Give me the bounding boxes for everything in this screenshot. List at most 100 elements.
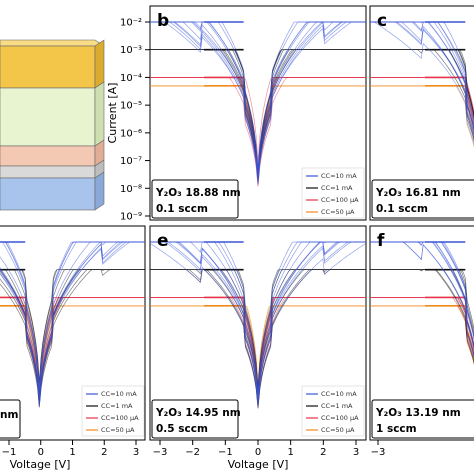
y-tick-label-b: 10⁻²	[120, 18, 142, 29]
legend-label-50uA-d: CC=50 μA	[101, 426, 135, 434]
x-tick-label: 3	[353, 447, 359, 458]
x-ticks-d: −1 0 1 2 3	[2, 440, 139, 458]
layer-3	[0, 145, 96, 167]
info-material-f: Y₂O₃ 13.19 nm	[375, 407, 461, 419]
info-box-frame-c	[371, 179, 474, 219]
info-box-f: Y₂O₃ 13.19 nm 1 sccm	[371, 399, 474, 439]
panel-f: −3 f Y₂O₃ 13.19 nm 1 sccm	[369, 225, 474, 458]
layer-2	[0, 87, 96, 147]
panel-c: c Y₂O₃ 16.81 nm 0.1 sccm	[369, 5, 474, 221]
curves-c	[370, 21, 474, 149]
iv-curve-cc_10mA	[149, 243, 367, 408]
iv-curve-cc_10mA	[150, 241, 366, 403]
info-flow-f: 1 sccm	[376, 423, 417, 435]
legend-b: CC=10 mA CC=1 mA CC=100 μA CC=50 μA	[301, 167, 365, 219]
x-axis-label-d: Voltage [V]	[10, 458, 71, 471]
layer-4	[0, 165, 96, 179]
x-tick-label: −1	[2, 447, 17, 458]
info-box-frame-d	[0, 399, 21, 439]
legend-label-1mA-d: CC=1 mA	[101, 402, 133, 410]
iv-curve-cc_10mA	[150, 21, 366, 178]
x-tick-label: −3	[371, 447, 386, 458]
info-material-b: Y₂O₃ 18.88 nm	[155, 187, 241, 199]
legend-e: CC=10 mA CC=1 mA CC=100 μA CC=50 μA	[301, 385, 365, 437]
panel-letter-f: f	[377, 231, 385, 251]
info-material-c: Y₂O₃ 16.81 nm	[375, 187, 461, 199]
info-flow-c: 0.1 sccm	[376, 203, 428, 215]
curves-d	[0, 241, 145, 408]
info-box-frame-b	[151, 179, 239, 219]
x-ticks-e: −3 −2 −1 0 1 2 3	[153, 440, 359, 458]
iv-curve-cc_10mA	[0, 241, 145, 400]
legend-d: CC=10 mA CC=1 mA CC=100 μA CC=50 μA	[81, 385, 145, 437]
info-box-d: nm	[0, 399, 21, 439]
curves-b	[150, 21, 366, 187]
x-tick-label: 2	[320, 447, 326, 458]
iv-curve-cc_10mA	[0, 241, 145, 404]
layer-5-side	[94, 171, 105, 211]
info-box-c: Y₂O₃ 16.81 nm 0.1 sccm	[371, 179, 474, 219]
x-tick-label: −3	[153, 447, 168, 458]
iv-curve-cc_10mA	[150, 21, 366, 183]
y-tick-label-b: 10⁻⁷	[120, 156, 142, 167]
y-tick-label-b: 10⁻⁴	[120, 73, 142, 84]
y-tick-label-b: 10⁻³	[120, 45, 142, 56]
y-ticks-b: 10⁻² 10⁻³ 10⁻⁴ 10⁻⁵ 10⁻⁶ 10⁻⁷ 10⁻⁸ 10⁻⁹	[120, 18, 150, 223]
iv-curve-cc_10mA	[0, 241, 145, 406]
iv-curve-cc_10mA	[0, 241, 145, 407]
curves-f	[370, 241, 474, 366]
x-tick-label: 0	[255, 447, 261, 458]
iv-curve-cc_10mA	[370, 21, 474, 146]
panel-letter-b: b	[157, 11, 169, 31]
layer-2-side	[94, 81, 105, 147]
panel-letter-e: e	[157, 231, 169, 251]
layer-top-face	[0, 39, 105, 47]
x-axis-label-e: Voltage [V]	[228, 458, 289, 471]
legend-label-10mA-b: CC=10 mA	[321, 172, 357, 180]
iv-curve-cc_10mA	[150, 21, 366, 185]
x-tick-label: 2	[101, 447, 107, 458]
panel-letter-c: c	[377, 11, 387, 31]
x-tick-label: 1	[69, 447, 75, 458]
legend-label-100uA-b: CC=100 μA	[321, 196, 359, 204]
info-flow-b: 0.1 sccm	[156, 203, 208, 215]
curves-e	[149, 241, 367, 409]
x-tick-label: 1	[287, 447, 293, 458]
legend-label-10mA-e: CC=10 mA	[321, 390, 357, 398]
layer-1-side	[94, 39, 105, 89]
legend-label-50uA-b: CC=50 μA	[321, 208, 355, 216]
panel-e: −3 −2 −1 0 1 2 3 Voltage [V] e CC=10 mA CC=1 m…	[149, 225, 367, 471]
x-tick-label: 3	[133, 447, 139, 458]
y-tick-label-b: 10⁻⁵	[120, 101, 142, 112]
legend-label-100uA-d: CC=100 μA	[101, 414, 139, 422]
info-material-d: nm	[0, 409, 18, 421]
info-box-frame-f	[371, 399, 474, 439]
panel-a-stack	[0, 39, 105, 211]
legend-label-1mA-e: CC=1 mA	[321, 402, 353, 410]
y-tick-label-b: 10⁻⁶	[120, 128, 142, 139]
iv-curve-cc_10mA	[150, 21, 366, 185]
layer-5	[0, 177, 96, 211]
iv-curve-cc_10mA	[150, 241, 366, 393]
panel-b: 10⁻² 10⁻³ 10⁻⁴ 10⁻⁵ 10⁻⁶ 10⁻⁷ 10⁻⁸ 10⁻⁹ Current…	[106, 5, 367, 223]
info-flow-e: 0.5 sccm	[156, 423, 208, 435]
x-tick-label: −1	[218, 447, 233, 458]
info-box-e: Y₂O₃ 14.95 nm 0.5 sccm	[151, 399, 241, 439]
iv-curve-cc_10mA	[150, 21, 366, 177]
y-tick-label-b: 10⁻⁹	[120, 212, 142, 223]
legend-label-10mA-d: CC=10 mA	[101, 390, 137, 398]
x-ticks-f: −3	[371, 440, 386, 458]
y-axis-label-b: Current [A]	[106, 83, 119, 144]
legend-label-100uA-e: CC=100 μA	[321, 414, 359, 422]
y-tick-label-b: 10⁻⁸	[120, 184, 142, 195]
layer-1	[0, 45, 96, 89]
panel-d: −1 0 1 2 3 Voltage [V] CC=10 mA CC=1 mA CC=1…	[0, 225, 146, 471]
info-box-b: Y₂O₃ 18.88 nm 0.1 sccm	[151, 179, 241, 219]
info-material-e: Y₂O₃ 14.95 nm	[155, 407, 241, 419]
iv-curve-cc_10mA	[150, 241, 366, 403]
legend-label-1mA-b: CC=1 mA	[321, 184, 353, 192]
x-tick-label: −2	[185, 447, 200, 458]
x-tick-label: 0	[38, 447, 44, 458]
info-box-frame-e	[151, 399, 239, 439]
